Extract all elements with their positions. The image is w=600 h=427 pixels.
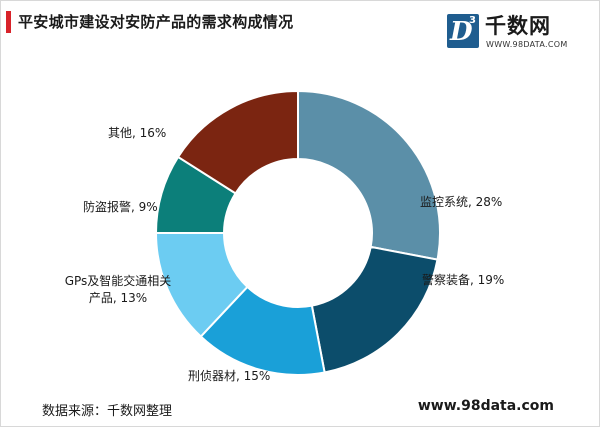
donut-slice-1 — [297, 89, 441, 261]
logo-mark-superscript: 3 — [469, 15, 476, 26]
slice-label-3: 刑侦器材, 15% — [188, 369, 270, 383]
logo-name: 千数网 — [485, 14, 551, 38]
logo-mark-icon: D 3 — [447, 14, 479, 48]
slice-label-4: GPs及智能交通相关产品, 13% — [65, 273, 172, 305]
brand-logo: D 3 千数网 WWW.98DATA.COM — [447, 14, 587, 54]
slice-label-1: 监控系统, 28% — [420, 195, 502, 209]
donut-slices — [154, 89, 441, 376]
logo-mark-letter: D — [450, 17, 473, 47]
slice-labels: 监控系统, 28% 警察装备, 19% 刑侦器材, 15% GPs及智能交通相关产品,… — [65, 126, 505, 383]
title-accent-bar — [6, 11, 11, 33]
chart-title: 平安城市建设对安防产品的需求构成情况 — [18, 13, 294, 31]
data-source-note: 数据来源：千数网整理 — [42, 404, 173, 419]
slice-label-5: 防盗报警, 9% — [83, 199, 158, 214]
donut-slice-6 — [176, 89, 299, 195]
donut-slice-2 — [310, 245, 439, 374]
slice-label-6: 其他, 16% — [108, 126, 166, 140]
slice-label-2: 警察装备, 19% — [422, 272, 504, 287]
logo-url: WWW.98DATA.COM — [486, 40, 568, 49]
website-url: www.98data.com — [417, 398, 554, 414]
